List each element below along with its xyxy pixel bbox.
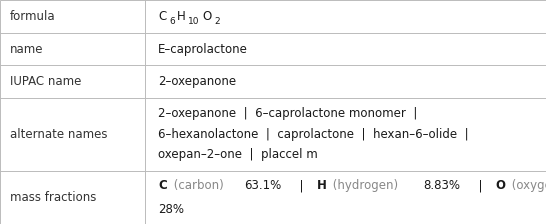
Text: 63.1%: 63.1% (244, 179, 281, 192)
Text: H: H (176, 10, 185, 23)
Text: O: O (203, 10, 212, 23)
Text: H: H (316, 179, 327, 192)
Text: oxepan–2–one  |  placcel m: oxepan–2–one | placcel m (158, 149, 318, 162)
Text: formula: formula (10, 10, 56, 23)
Text: 2–oxepanone: 2–oxepanone (158, 75, 236, 88)
Text: alternate names: alternate names (10, 128, 108, 141)
Text: 8.83%: 8.83% (423, 179, 460, 192)
Text: (hydrogen): (hydrogen) (329, 179, 402, 192)
Text: C: C (158, 10, 167, 23)
Text: IUPAC name: IUPAC name (10, 75, 81, 88)
Text: 28%: 28% (158, 202, 185, 215)
Text: (carbon): (carbon) (170, 179, 227, 192)
Text: mass fractions: mass fractions (10, 191, 96, 204)
Text: 6–hexanolactone  |  caprolactone  |  hexan–6–olide  |: 6–hexanolactone | caprolactone | hexan–6… (158, 128, 469, 141)
Text: 2: 2 (215, 17, 220, 26)
Text: |: | (292, 179, 311, 192)
Text: 2–oxepanone  |  6–caprolactone monomer  |: 2–oxepanone | 6–caprolactone monomer | (158, 107, 418, 120)
Text: O: O (495, 179, 506, 192)
Text: |: | (471, 179, 490, 192)
Text: 6: 6 (169, 17, 175, 26)
Text: C: C (158, 179, 167, 192)
Text: name: name (10, 43, 43, 56)
Text: 10: 10 (188, 17, 199, 26)
Text: (oxygen): (oxygen) (508, 179, 546, 192)
Text: E–caprolactone: E–caprolactone (158, 43, 248, 56)
